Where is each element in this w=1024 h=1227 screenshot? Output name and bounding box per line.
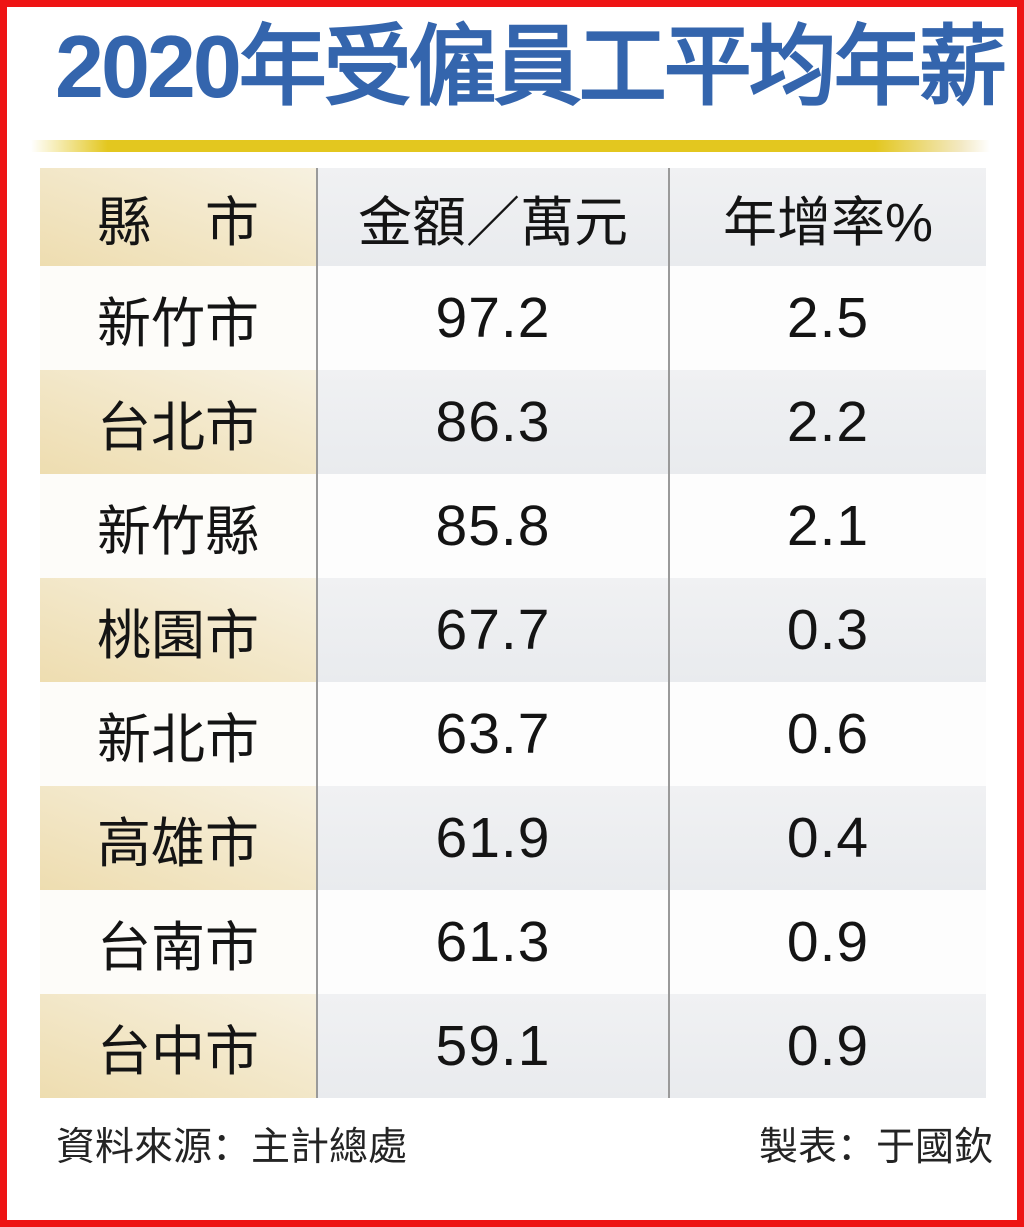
- gold-divider-bar: [31, 140, 990, 153]
- data-source-label: 資料來源：主計總處: [56, 1126, 408, 1170]
- salary-table: 縣 市 金額／萬元 年增率% 新竹市 97.2 2.5 台北市 86.3 2.2…: [40, 168, 986, 1099]
- table-credit-label: 製表：于國欽: [758, 1126, 993, 1170]
- growth-value: 0.9: [668, 994, 986, 1099]
- amount-value: 86.3: [316, 370, 668, 475]
- city-name: 高雄市: [40, 786, 316, 891]
- city-name: 台北市: [40, 370, 316, 475]
- growth-value: 0.9: [668, 890, 986, 995]
- growth-value: 2.2: [668, 370, 986, 475]
- growth-value: 0.3: [668, 578, 986, 683]
- table-row: 高雄市 61.9 0.4: [40, 786, 986, 891]
- growth-value: 0.4: [668, 786, 986, 891]
- header-county: 縣 市: [40, 168, 316, 267]
- city-name: 台中市: [40, 994, 316, 1099]
- city-name: 新北市: [40, 682, 316, 787]
- amount-value: 61.3: [316, 890, 668, 995]
- city-name: 台南市: [40, 890, 316, 995]
- table-header-row: 縣 市 金額／萬元 年增率%: [40, 168, 986, 267]
- amount-value: 97.2: [316, 266, 668, 371]
- table-row: 台中市 59.1 0.9: [40, 994, 986, 1099]
- city-name: 桃園市: [40, 578, 316, 683]
- amount-value: 61.9: [316, 786, 668, 891]
- amount-value: 85.8: [316, 474, 668, 579]
- table-row: 台南市 61.3 0.9: [40, 890, 986, 995]
- footer: 資料來源：主計總處 製表：于國欽: [56, 1116, 993, 1172]
- table-row: 台北市 86.3 2.2: [40, 370, 986, 475]
- growth-value: 2.5: [668, 266, 986, 371]
- table-row: 新北市 63.7 0.6: [40, 682, 986, 787]
- growth-value: 0.6: [668, 682, 986, 787]
- page-title: 2020年受僱員工平均年薪: [55, 17, 1007, 116]
- table-row: 新竹市 97.2 2.5: [40, 266, 986, 371]
- table-row: 新竹縣 85.8 2.1: [40, 474, 986, 579]
- header-growth: 年增率%: [668, 168, 986, 267]
- city-name: 新竹縣: [40, 474, 316, 579]
- amount-value: 59.1: [316, 994, 668, 1099]
- city-name: 新竹市: [40, 266, 316, 371]
- amount-value: 67.7: [316, 578, 668, 683]
- table-row: 桃園市 67.7 0.3: [40, 578, 986, 683]
- growth-value: 2.1: [668, 474, 986, 579]
- amount-value: 63.7: [316, 682, 668, 787]
- header-amount: 金額／萬元: [316, 168, 668, 267]
